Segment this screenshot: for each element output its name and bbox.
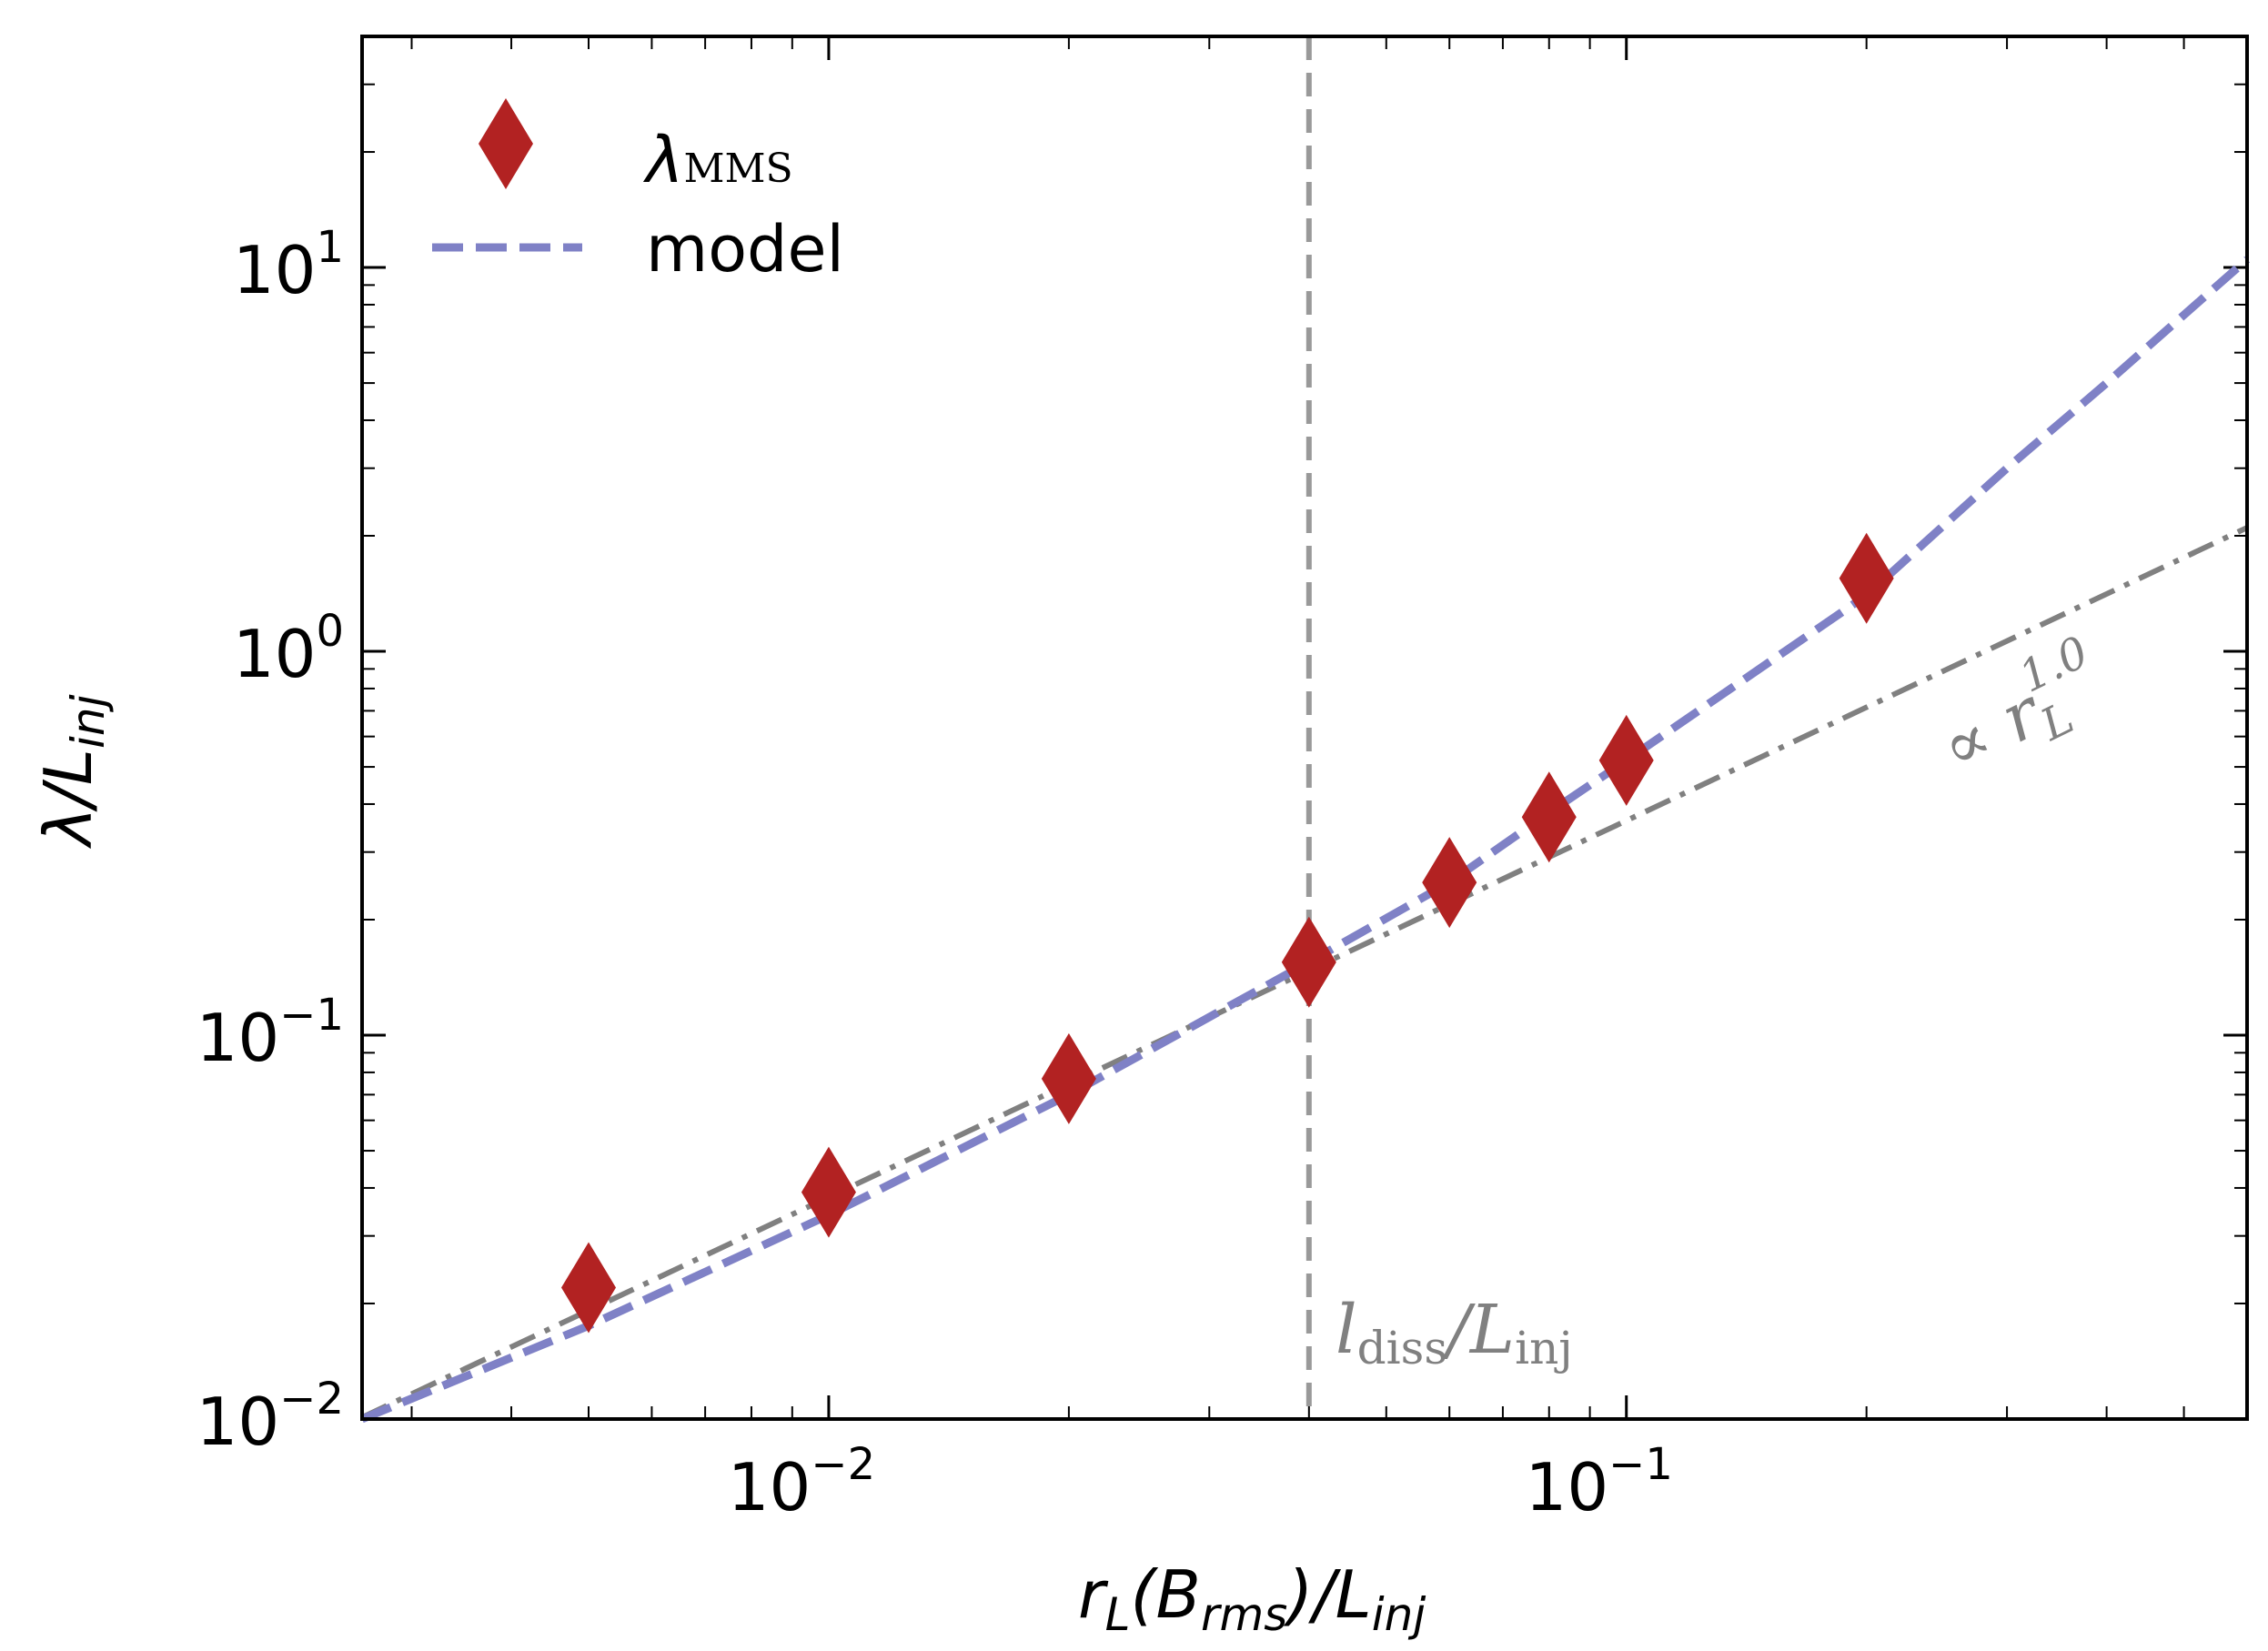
legend-marker-lambda-mms: [479, 98, 533, 189]
y-tick-label: 100: [233, 606, 344, 692]
y-tick-label: 10−2: [197, 1374, 344, 1460]
axis-ticks: 10−2 10−1 10−2 10−1 100 101: [197, 35, 2247, 1525]
x-tick-label: 10−2: [728, 1439, 875, 1525]
y-tick-label: 10−1: [197, 990, 344, 1076]
model-line: [360, 256, 2250, 1424]
series-layer: [360, 36, 2250, 1424]
data-point-lambda-mms: [1521, 771, 1577, 863]
vline-label: ldiss/Linj: [1336, 1291, 1573, 1374]
data-point-lambda-mms: [801, 1146, 856, 1238]
data-point-lambda-mms: [1281, 916, 1336, 1008]
svg-text:λ/Linj: λ/Linj: [30, 694, 115, 850]
data-point-lambda-mms: [1598, 714, 1654, 806]
legend-label-lambda-mms: λMMS: [642, 123, 793, 197]
svg-text:∝ rL1.0: ∝ rL1.0: [1920, 627, 2119, 795]
plot-frame: [360, 35, 2249, 1421]
data-point-lambda-mms: [1041, 1032, 1096, 1124]
power-law-annotation: ∝ rL1.0: [1920, 627, 2119, 795]
x-axis-label: rL(Brms)/Linj: [1078, 1556, 1426, 1641]
legend: λMMS model: [432, 98, 844, 287]
y-axis-label: λ/Linj: [30, 694, 115, 850]
data-point-lambda-mms: [561, 1242, 617, 1334]
x-tick-label: 10−1: [1526, 1439, 1673, 1525]
data-point-lambda-mms: [1422, 837, 1477, 929]
y-tick-label: 101: [233, 222, 344, 308]
legend-label-model: model: [646, 212, 844, 287]
data-point-lambda-mms: [1839, 532, 1894, 624]
